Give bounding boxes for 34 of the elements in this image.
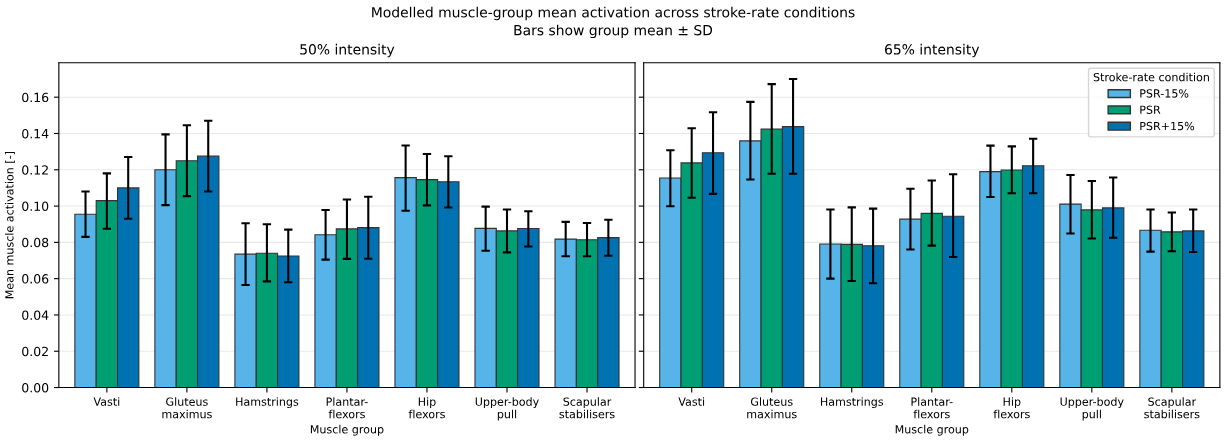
x-tick-label: Scapular stabilisers [559,397,615,419]
y-tick-label: 0.02 [22,346,48,357]
x-tick-label: Hip flexors [993,397,1030,419]
x-tick-label: Hamstrings [821,397,884,408]
y-tick-label: 0.10 [22,201,49,211]
x-tick-label: Upper-body pull [475,397,539,421]
x-tick-label: Upper-body pull [1060,397,1124,421]
legend-label: PSR [1140,105,1161,114]
text: Modelled muscle-group mean activation across stroke-rate conditions [372,6,855,21]
y-axis-title: Mean muscle activation [-] [4,151,15,299]
x-tick-label: Hamstrings [236,397,299,408]
y-tick-label: 0.08 [22,237,49,248]
chart-title: 65% intensity [885,43,980,58]
y-tick-label: 0.06 [22,274,49,284]
y-tick-label: 0.14 [22,128,49,139]
x-tick-label: Scapular stabilisers [1144,397,1200,419]
x-axis-title: Muscle group [310,424,384,436]
y-tick-label: 0.04 [22,310,49,320]
y-tick-label: 0.16 [22,92,49,103]
legend-label: PSR+15% [1140,121,1195,131]
x-tick-label: Vasti [678,397,705,406]
y-tick-label: 0.12 [22,165,48,175]
x-tick-label: Gluteus maximus [747,397,797,419]
legend-label: PSR-15% [1140,89,1189,98]
x-tick-label: Gluteus maximus [162,397,212,419]
chart-title: 50% intensity [300,43,395,58]
x-tick-label: Hip flexors [408,397,445,419]
y-tick-label: 0.00 [22,382,49,393]
x-tick-label: Vasti [93,397,120,406]
x-tick-label: Plantar- flexors [326,397,368,419]
text: Bars show group mean ± SD [514,24,713,39]
x-axis-title: Muscle group [895,424,969,436]
x-tick-label: Plantar- flexors [911,397,953,419]
legend-title: Stroke-rate condition [1093,72,1209,82]
